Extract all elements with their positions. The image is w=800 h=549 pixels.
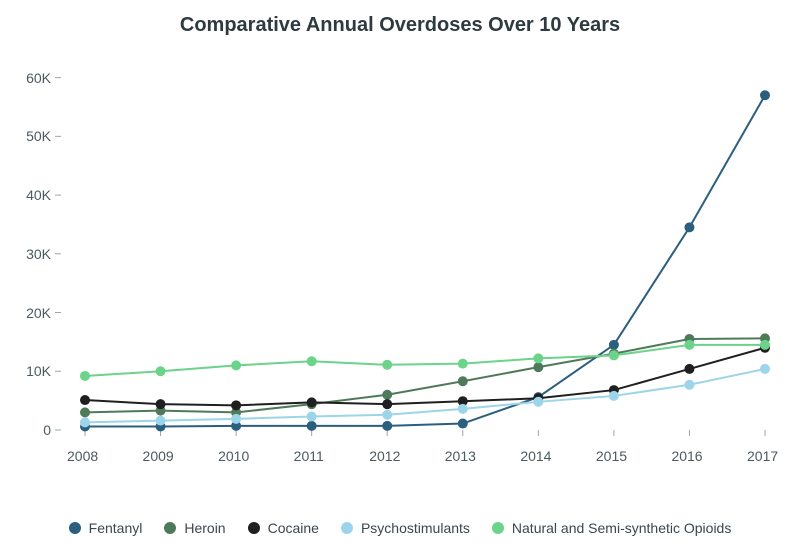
x-tick-label: 2009 — [143, 448, 174, 464]
series-marker — [382, 421, 392, 431]
series-marker — [382, 390, 392, 400]
legend-item: Psychostimulants — [341, 520, 470, 536]
series-marker — [80, 407, 90, 417]
legend-dot-icon — [164, 522, 176, 534]
series-marker — [533, 397, 543, 407]
series-marker — [609, 391, 619, 401]
series-marker — [533, 362, 543, 372]
series-marker — [760, 90, 770, 100]
series-marker — [231, 414, 241, 424]
series-marker — [80, 417, 90, 427]
x-tick-label: 2016 — [671, 448, 702, 464]
series-marker — [307, 397, 317, 407]
chart-container: Comparative Annual Overdoses Over 10 Yea… — [0, 0, 800, 549]
x-tick-label: 2008 — [67, 448, 98, 464]
y-tick-label: 20K — [26, 305, 51, 321]
series-marker — [458, 419, 468, 429]
series-marker — [80, 371, 90, 381]
x-tick-label: 2015 — [596, 448, 627, 464]
series-marker — [231, 400, 241, 410]
series-marker — [609, 350, 619, 360]
legend-label: Psychostimulants — [361, 520, 470, 536]
y-tick-label: 50K — [26, 128, 51, 144]
legend-item: Fentanyl — [69, 520, 143, 536]
legend-dot-icon — [492, 522, 504, 534]
series-marker — [458, 404, 468, 414]
x-tick-label: 2014 — [520, 448, 551, 464]
legend-label: Fentanyl — [89, 520, 143, 536]
series-marker — [382, 399, 392, 409]
series-marker — [307, 421, 317, 431]
y-tick-label: 40K — [26, 187, 51, 203]
series-marker — [458, 359, 468, 369]
chart-title: Comparative Annual Overdoses Over 10 Yea… — [0, 14, 800, 37]
y-tick-label: 0 — [43, 422, 51, 438]
series-marker — [382, 360, 392, 370]
x-tick-label: 2011 — [294, 448, 324, 464]
series-marker — [156, 366, 166, 376]
legend-dot-icon — [341, 522, 353, 534]
legend-item: Cocaine — [248, 520, 319, 536]
series-marker — [760, 340, 770, 350]
series-marker — [458, 376, 468, 386]
series-line-4 — [85, 345, 765, 376]
series-marker — [760, 364, 770, 374]
series-marker — [684, 380, 694, 390]
series-marker — [609, 340, 619, 350]
legend-item: Natural and Semi-synthetic Opioids — [492, 520, 731, 536]
series-marker — [307, 356, 317, 366]
x-tick-label: 2012 — [369, 448, 400, 464]
x-tick-label: 2013 — [445, 448, 476, 464]
legend-label: Cocaine — [268, 520, 319, 536]
series-marker — [231, 360, 241, 370]
plot-area — [55, 50, 775, 465]
y-tick-label: 10K — [26, 363, 51, 379]
legend-item: Heroin — [164, 520, 225, 536]
legend-dot-icon — [248, 522, 260, 534]
legend-label: Heroin — [184, 520, 225, 536]
series-marker — [684, 222, 694, 232]
series-marker — [307, 411, 317, 421]
legend-dot-icon — [69, 522, 81, 534]
series-marker — [80, 395, 90, 405]
legend: Fentanyl Heroin Cocaine Psychostimulants Nat… — [0, 520, 800, 536]
series-marker — [684, 364, 694, 374]
series-marker — [382, 410, 392, 420]
series-marker — [156, 399, 166, 409]
x-tick-label: 2010 — [218, 448, 249, 464]
y-tick-label: 60K — [26, 70, 51, 86]
series-marker — [156, 416, 166, 426]
y-tick-label: 30K — [26, 246, 51, 262]
x-tick-label: 2017 — [747, 448, 778, 464]
series-marker — [684, 340, 694, 350]
series-line-2 — [85, 348, 765, 406]
series-marker — [533, 353, 543, 363]
legend-label: Natural and Semi-synthetic Opioids — [512, 520, 731, 536]
